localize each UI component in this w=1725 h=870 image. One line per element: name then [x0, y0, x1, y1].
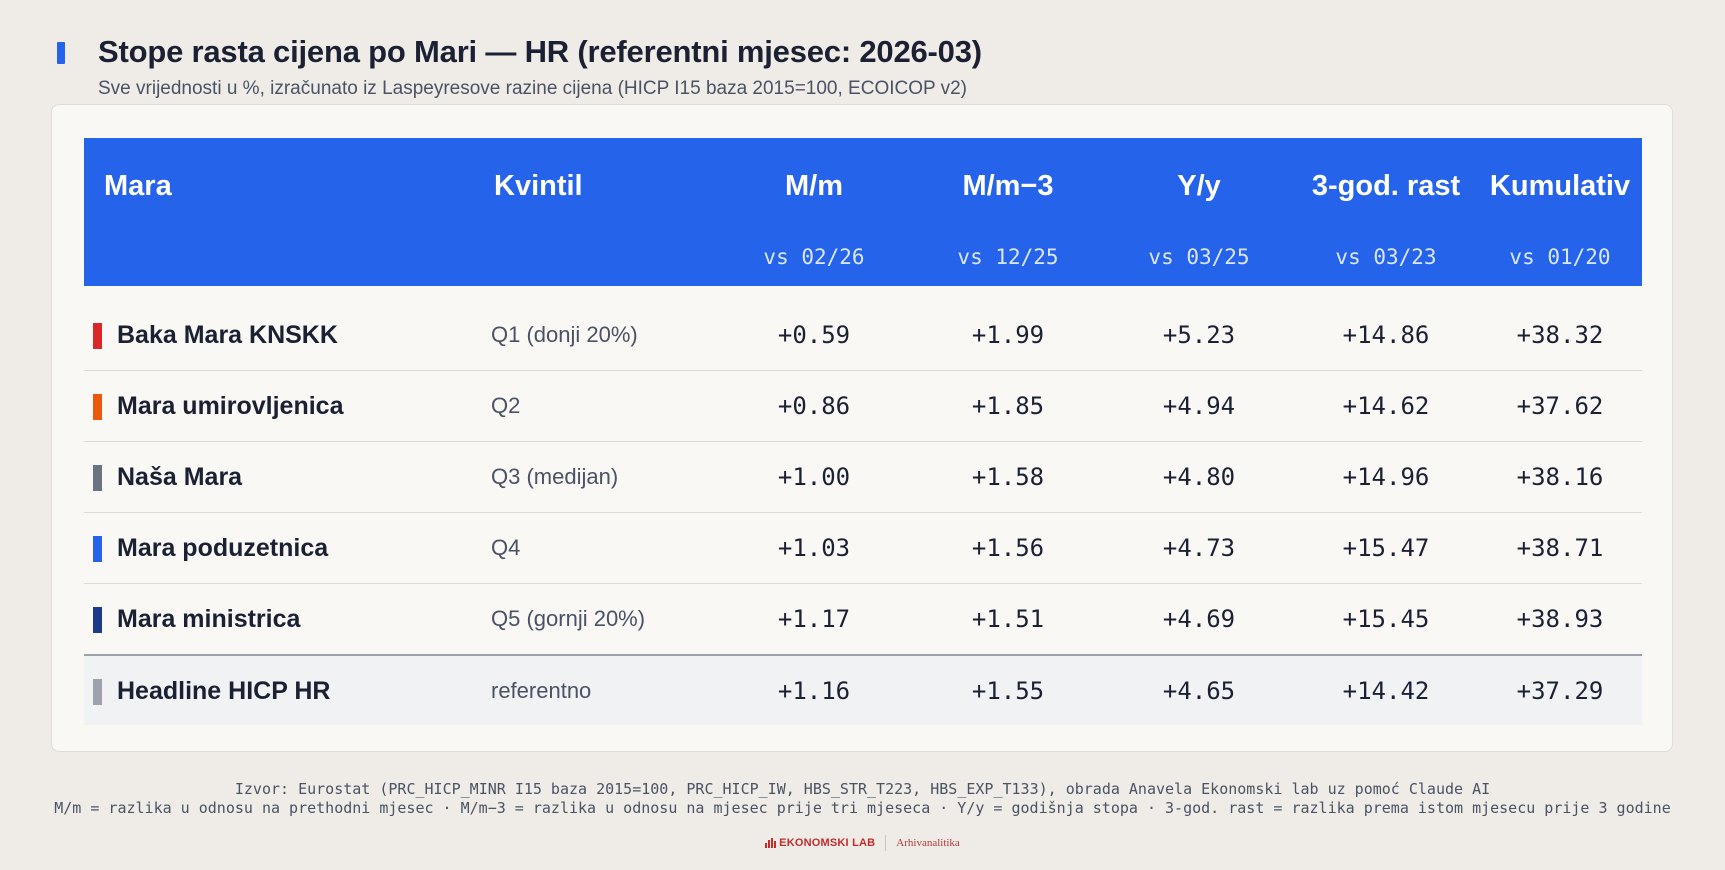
series-color-swatch: [93, 536, 102, 562]
table-row: Mara umirovljenica Q2 +0.86 +1.85 +4.94 …: [84, 371, 1642, 442]
brand-sub-label: Arhivanalitika: [896, 837, 960, 849]
cell-yy: +4.80: [1162, 463, 1236, 491]
cell-kumulativ: +37.29: [1516, 677, 1604, 705]
column-subheader-mm: vs 02/26: [763, 245, 865, 269]
column-header-mm3: M/m−3: [962, 170, 1054, 202]
row-name: Headline HICP HR: [117, 677, 331, 705]
page-subtitle: Sve vrijednosti u %, izračunato iz Laspe…: [98, 78, 967, 99]
table-row: Baka Mara KNSKK Q1 (donji 20%) +0.59 +1.…: [84, 300, 1642, 371]
page-title: Stope rasta cijena po Mari — HR (referen…: [98, 34, 982, 69]
price-growth-table: Mara Kvintil M/m M/m−3 Y/y 3-god. rast K…: [84, 138, 1642, 725]
brand-main-label: EKONOMSKI LAB: [779, 837, 876, 849]
cell-kumulativ: +38.71: [1516, 534, 1604, 562]
cell-mm3: +1.99: [971, 321, 1045, 349]
column-header-3god: 3-god. rast: [1311, 170, 1461, 202]
series-color-swatch: [93, 679, 102, 705]
cell-yy: +4.73: [1162, 534, 1236, 562]
cell-3god: +14.96: [1342, 463, 1430, 491]
cell-3god: +14.42: [1342, 677, 1430, 705]
cell-yy: +4.69: [1162, 605, 1236, 633]
table-header: Mara Kvintil M/m M/m−3 Y/y 3-god. rast K…: [84, 138, 1642, 286]
cell-3god: +14.62: [1342, 392, 1430, 420]
brand-divider: [885, 835, 887, 851]
column-header-kvintil: Kvintil: [494, 170, 583, 202]
table-row: Naša Mara Q3 (medijan) +1.00 +1.58 +4.80…: [84, 442, 1642, 513]
cell-mm3: +1.58: [971, 463, 1045, 491]
cell-mm3: +1.51: [971, 605, 1045, 633]
series-color-swatch: [93, 607, 102, 633]
footer-brand: EKONOMSKI LAB Arhivanalitika: [0, 835, 1725, 851]
cell-mm: +1.03: [777, 534, 851, 562]
table-body: Baka Mara KNSKK Q1 (donji 20%) +0.59 +1.…: [84, 300, 1642, 725]
table-row-headline: Headline HICP HR referentno +1.16 +1.55 …: [84, 654, 1642, 725]
table-row: Mara poduzetnica Q4 +1.03 +1.56 +4.73 +1…: [84, 513, 1642, 584]
cell-mm: +0.59: [777, 321, 851, 349]
cell-mm: +0.86: [777, 392, 851, 420]
cell-mm3: +1.55: [971, 677, 1045, 705]
row-quintile: referentno: [491, 678, 592, 703]
row-name: Naša Mara: [117, 463, 243, 491]
cell-mm3: +1.56: [971, 534, 1045, 562]
footer-source: Izvor: Eurostat (PRC_HICP_MINR I15 baza …: [234, 780, 1491, 798]
brand-logo: EKONOMSKI LAB: [765, 837, 875, 849]
cell-yy: +4.65: [1162, 677, 1236, 705]
column-subheader-3god: vs 03/23: [1335, 245, 1437, 269]
column-subheader-mm3: vs 12/25: [957, 245, 1059, 269]
column-header-mara: Mara: [104, 170, 172, 202]
series-color-swatch: [93, 394, 102, 420]
row-quintile: Q4: [491, 535, 521, 560]
cell-mm3: +1.85: [971, 392, 1045, 420]
column-subheader-kumulativ: vs 01/20: [1509, 245, 1611, 269]
cell-mm: +1.00: [777, 463, 851, 491]
title-accent-bar: [57, 42, 65, 64]
bar-chart-icon: [765, 838, 777, 848]
row-name: Mara umirovljenica: [117, 392, 344, 420]
row-name: Mara ministrica: [117, 605, 301, 633]
cell-mm: +1.16: [777, 677, 851, 705]
column-subheader-yy: vs 03/25: [1148, 245, 1250, 269]
row-quintile: Q1 (donji 20%): [491, 322, 638, 347]
cell-3god: +15.47: [1342, 534, 1430, 562]
row-name: Mara poduzetnica: [117, 534, 329, 562]
cell-yy: +4.94: [1162, 392, 1236, 420]
row-name: Baka Mara KNSKK: [117, 321, 338, 349]
footer-legend: M/m = razlika u odnosu na prethodni mjes…: [54, 799, 1671, 817]
cell-yy: +5.23: [1162, 321, 1236, 349]
column-header-kumulativ: Kumulativ: [1489, 170, 1631, 202]
row-quintile: Q5 (gornji 20%): [491, 606, 646, 631]
table-card: Mara Kvintil M/m M/m−3 Y/y 3-god. rast K…: [51, 104, 1673, 752]
cell-kumulativ: +38.93: [1516, 605, 1604, 633]
cell-kumulativ: +38.16: [1516, 463, 1604, 491]
column-header-mm: M/m: [785, 170, 843, 202]
series-color-swatch: [93, 465, 102, 491]
row-quintile: Q3 (medijan): [491, 464, 619, 489]
column-header-yy: Y/y: [1177, 170, 1221, 202]
series-color-swatch: [93, 323, 102, 349]
cell-kumulativ: +37.62: [1516, 392, 1604, 420]
cell-3god: +14.86: [1342, 321, 1430, 349]
cell-mm: +1.17: [777, 605, 851, 633]
row-quintile: Q2: [491, 393, 521, 418]
cell-kumulativ: +38.32: [1516, 321, 1604, 349]
cell-3god: +15.45: [1342, 605, 1430, 633]
table-row: Mara ministrica Q5 (gornji 20%) +1.17 +1…: [84, 584, 1642, 654]
